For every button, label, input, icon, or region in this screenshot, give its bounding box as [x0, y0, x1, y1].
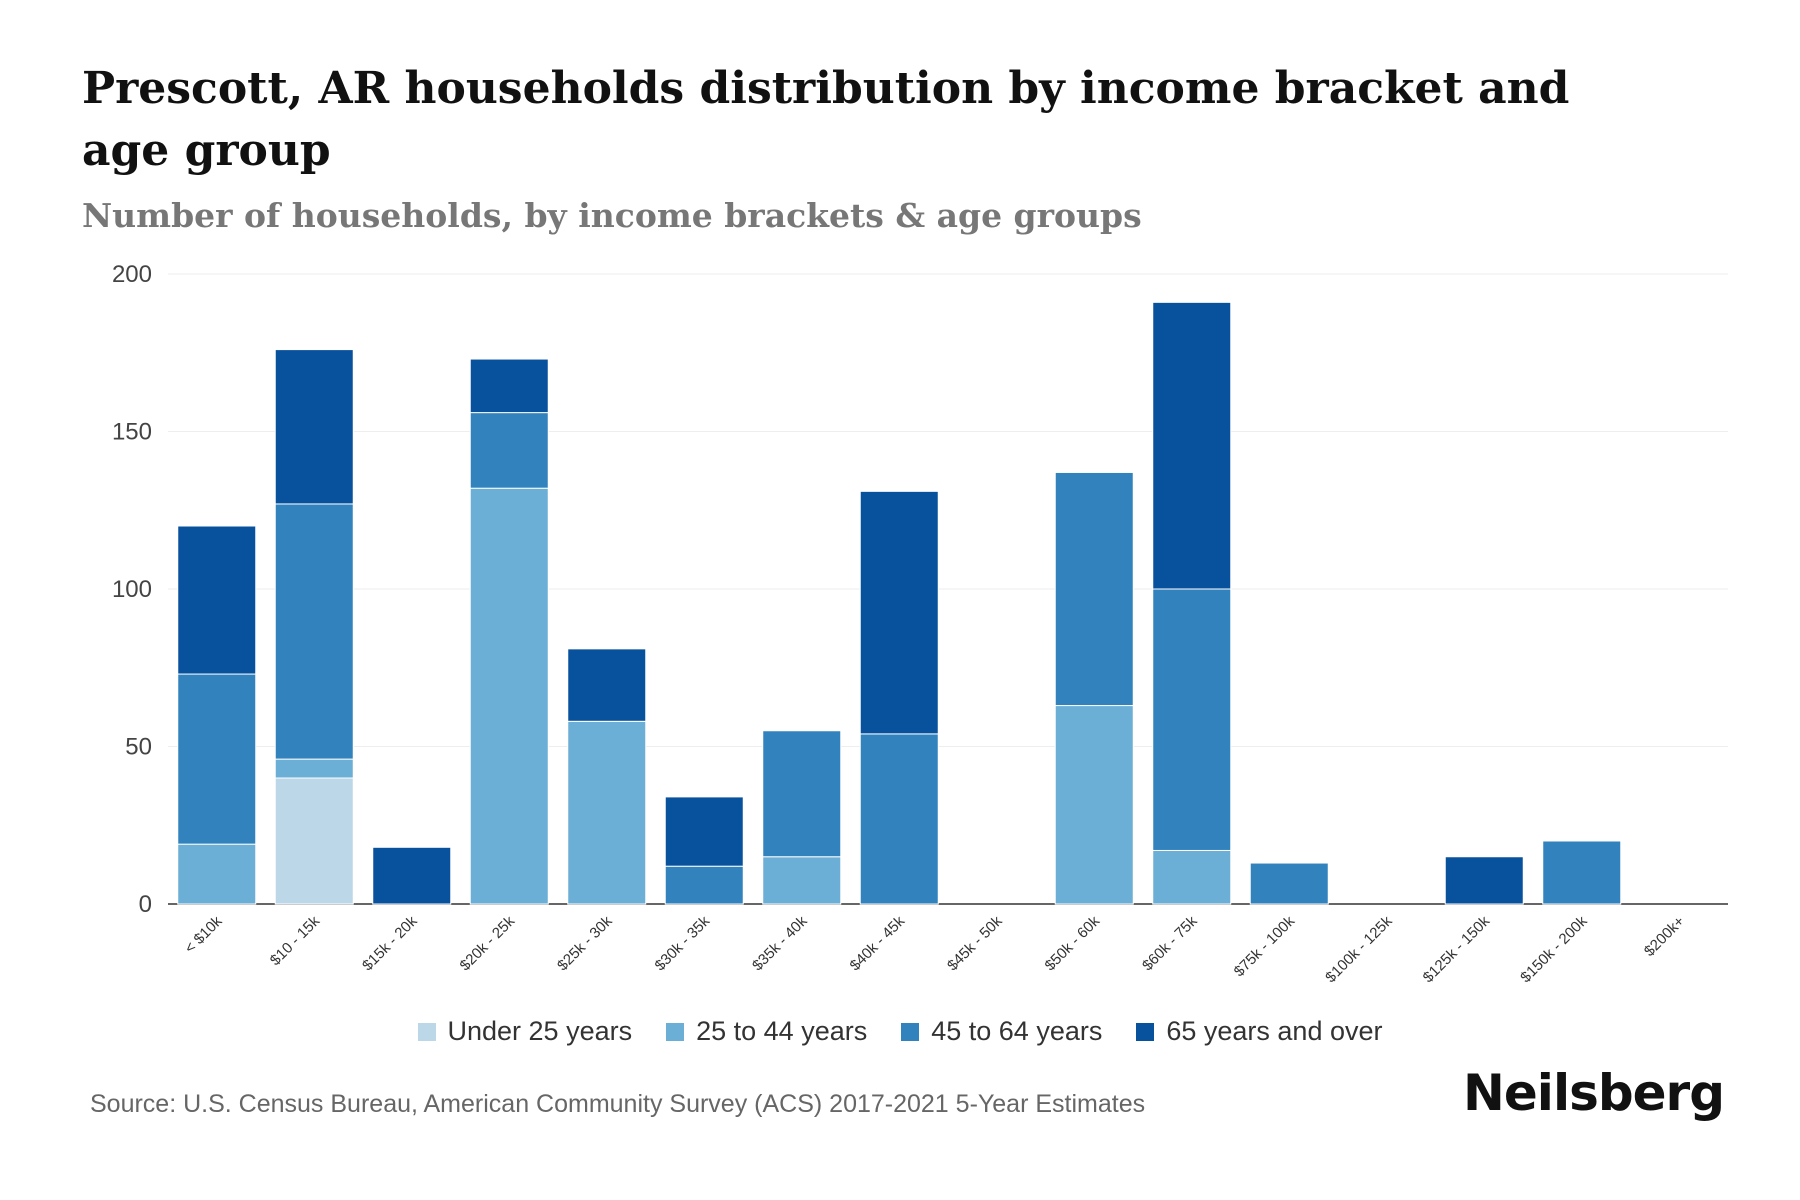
x-tick-label: $50k - 60k [1042, 912, 1104, 974]
bar-segment [1054, 705, 1134, 905]
y-tick-label: 0 [139, 891, 152, 918]
x-tick-label: $25k - 30k [554, 912, 616, 974]
bar-segment [274, 503, 354, 760]
bar-segment [762, 730, 842, 858]
bar-segment [1249, 862, 1329, 905]
legend-label-65-over: 65 years and over [1166, 1016, 1383, 1046]
x-tick-label: $10 - 15k [267, 912, 324, 969]
bar-segment [1152, 588, 1232, 851]
legend-swatch-45-64 [901, 1022, 920, 1041]
bar-segment [469, 412, 549, 489]
legend-label-45-64: 45 to 64 years [931, 1016, 1103, 1046]
legend-label-25-44: 25 to 44 years [696, 1016, 868, 1046]
bar-segment [859, 490, 939, 735]
x-tick-label: $100k - 125k [1322, 912, 1396, 986]
bar-segment [372, 846, 452, 905]
chart-title: Prescott, AR households distribution by … [82, 63, 1570, 176]
bars [177, 301, 1622, 905]
bar-segment [177, 843, 257, 905]
source-note: Source: U.S. Census Bureau, American Com… [90, 1090, 1146, 1118]
legend-item-under-25: Under 25 years [417, 1016, 633, 1047]
x-tick-label: < $10k [181, 912, 226, 957]
y-tick-label: 100 [112, 576, 152, 603]
bar-segment [762, 856, 842, 905]
bar-segment [664, 796, 744, 867]
bar-segment [567, 648, 647, 722]
bar-segment [274, 777, 354, 905]
bar-segment [274, 758, 354, 779]
x-tick-label: $20k - 25k [457, 912, 519, 974]
bar-segment [1054, 471, 1134, 707]
bar-segment [1542, 840, 1622, 905]
bar-segment [469, 487, 549, 905]
x-tick-label: $40k - 45k [847, 912, 909, 974]
bar-segment [1152, 849, 1232, 905]
x-tick-label: $75k - 100k [1231, 912, 1299, 980]
legend-swatch-65-over [1136, 1022, 1155, 1041]
brand-logo: Neilsberg [1463, 1064, 1725, 1122]
bar-segment [177, 673, 257, 845]
legend-swatch-25-44 [666, 1022, 685, 1041]
x-tick-label: $15k - 20k [359, 912, 421, 974]
y-tick-label: 50 [125, 734, 152, 761]
x-tick-label: $125k - 150k [1420, 912, 1494, 986]
x-tick-label: $30k - 35k [652, 912, 714, 974]
bar-segment [177, 525, 257, 675]
gridlines: 0 50 100 150 200 [112, 261, 1728, 918]
bar-segment [664, 865, 744, 905]
bar-segment [859, 733, 939, 905]
bar-segment [469, 358, 549, 414]
x-tick-label: $45k - 50k [944, 912, 1006, 974]
x-tick-label: $35k - 40k [749, 912, 811, 974]
legend-item-65-over: 65 years and over [1136, 1016, 1383, 1047]
stacked-bar-chart: 0 50 100 150 200 < $10k $10 - 15k $15k - 20k $2… [112, 261, 1728, 986]
chart-subtitle: Number of households, by income brackets… [82, 196, 1142, 235]
bar-segment [1444, 856, 1524, 905]
legend-item-45-64: 45 to 64 years [901, 1016, 1102, 1047]
bar-segment [274, 349, 354, 505]
legend-label-under-25: Under 25 years [447, 1016, 633, 1046]
bar-segment [1152, 301, 1232, 590]
y-tick-label: 200 [112, 261, 152, 288]
category-labels: < $10k $10 - 15k $15k - 20k $20k - 25k $25k … [181, 912, 1688, 986]
legend: Under 25 years 25 to 44 years 45 to 64 y… [0, 1016, 1800, 1047]
x-tick-label: $150k - 200k [1517, 912, 1591, 986]
y-tick-label: 150 [112, 419, 152, 446]
x-tick-label: $200k+ [1641, 913, 1688, 960]
legend-item-25-44: 25 to 44 years [666, 1016, 867, 1047]
x-tick-label: $60k - 75k [1139, 912, 1201, 974]
bar-segment [567, 720, 647, 905]
legend-swatch-under-25 [417, 1022, 436, 1041]
